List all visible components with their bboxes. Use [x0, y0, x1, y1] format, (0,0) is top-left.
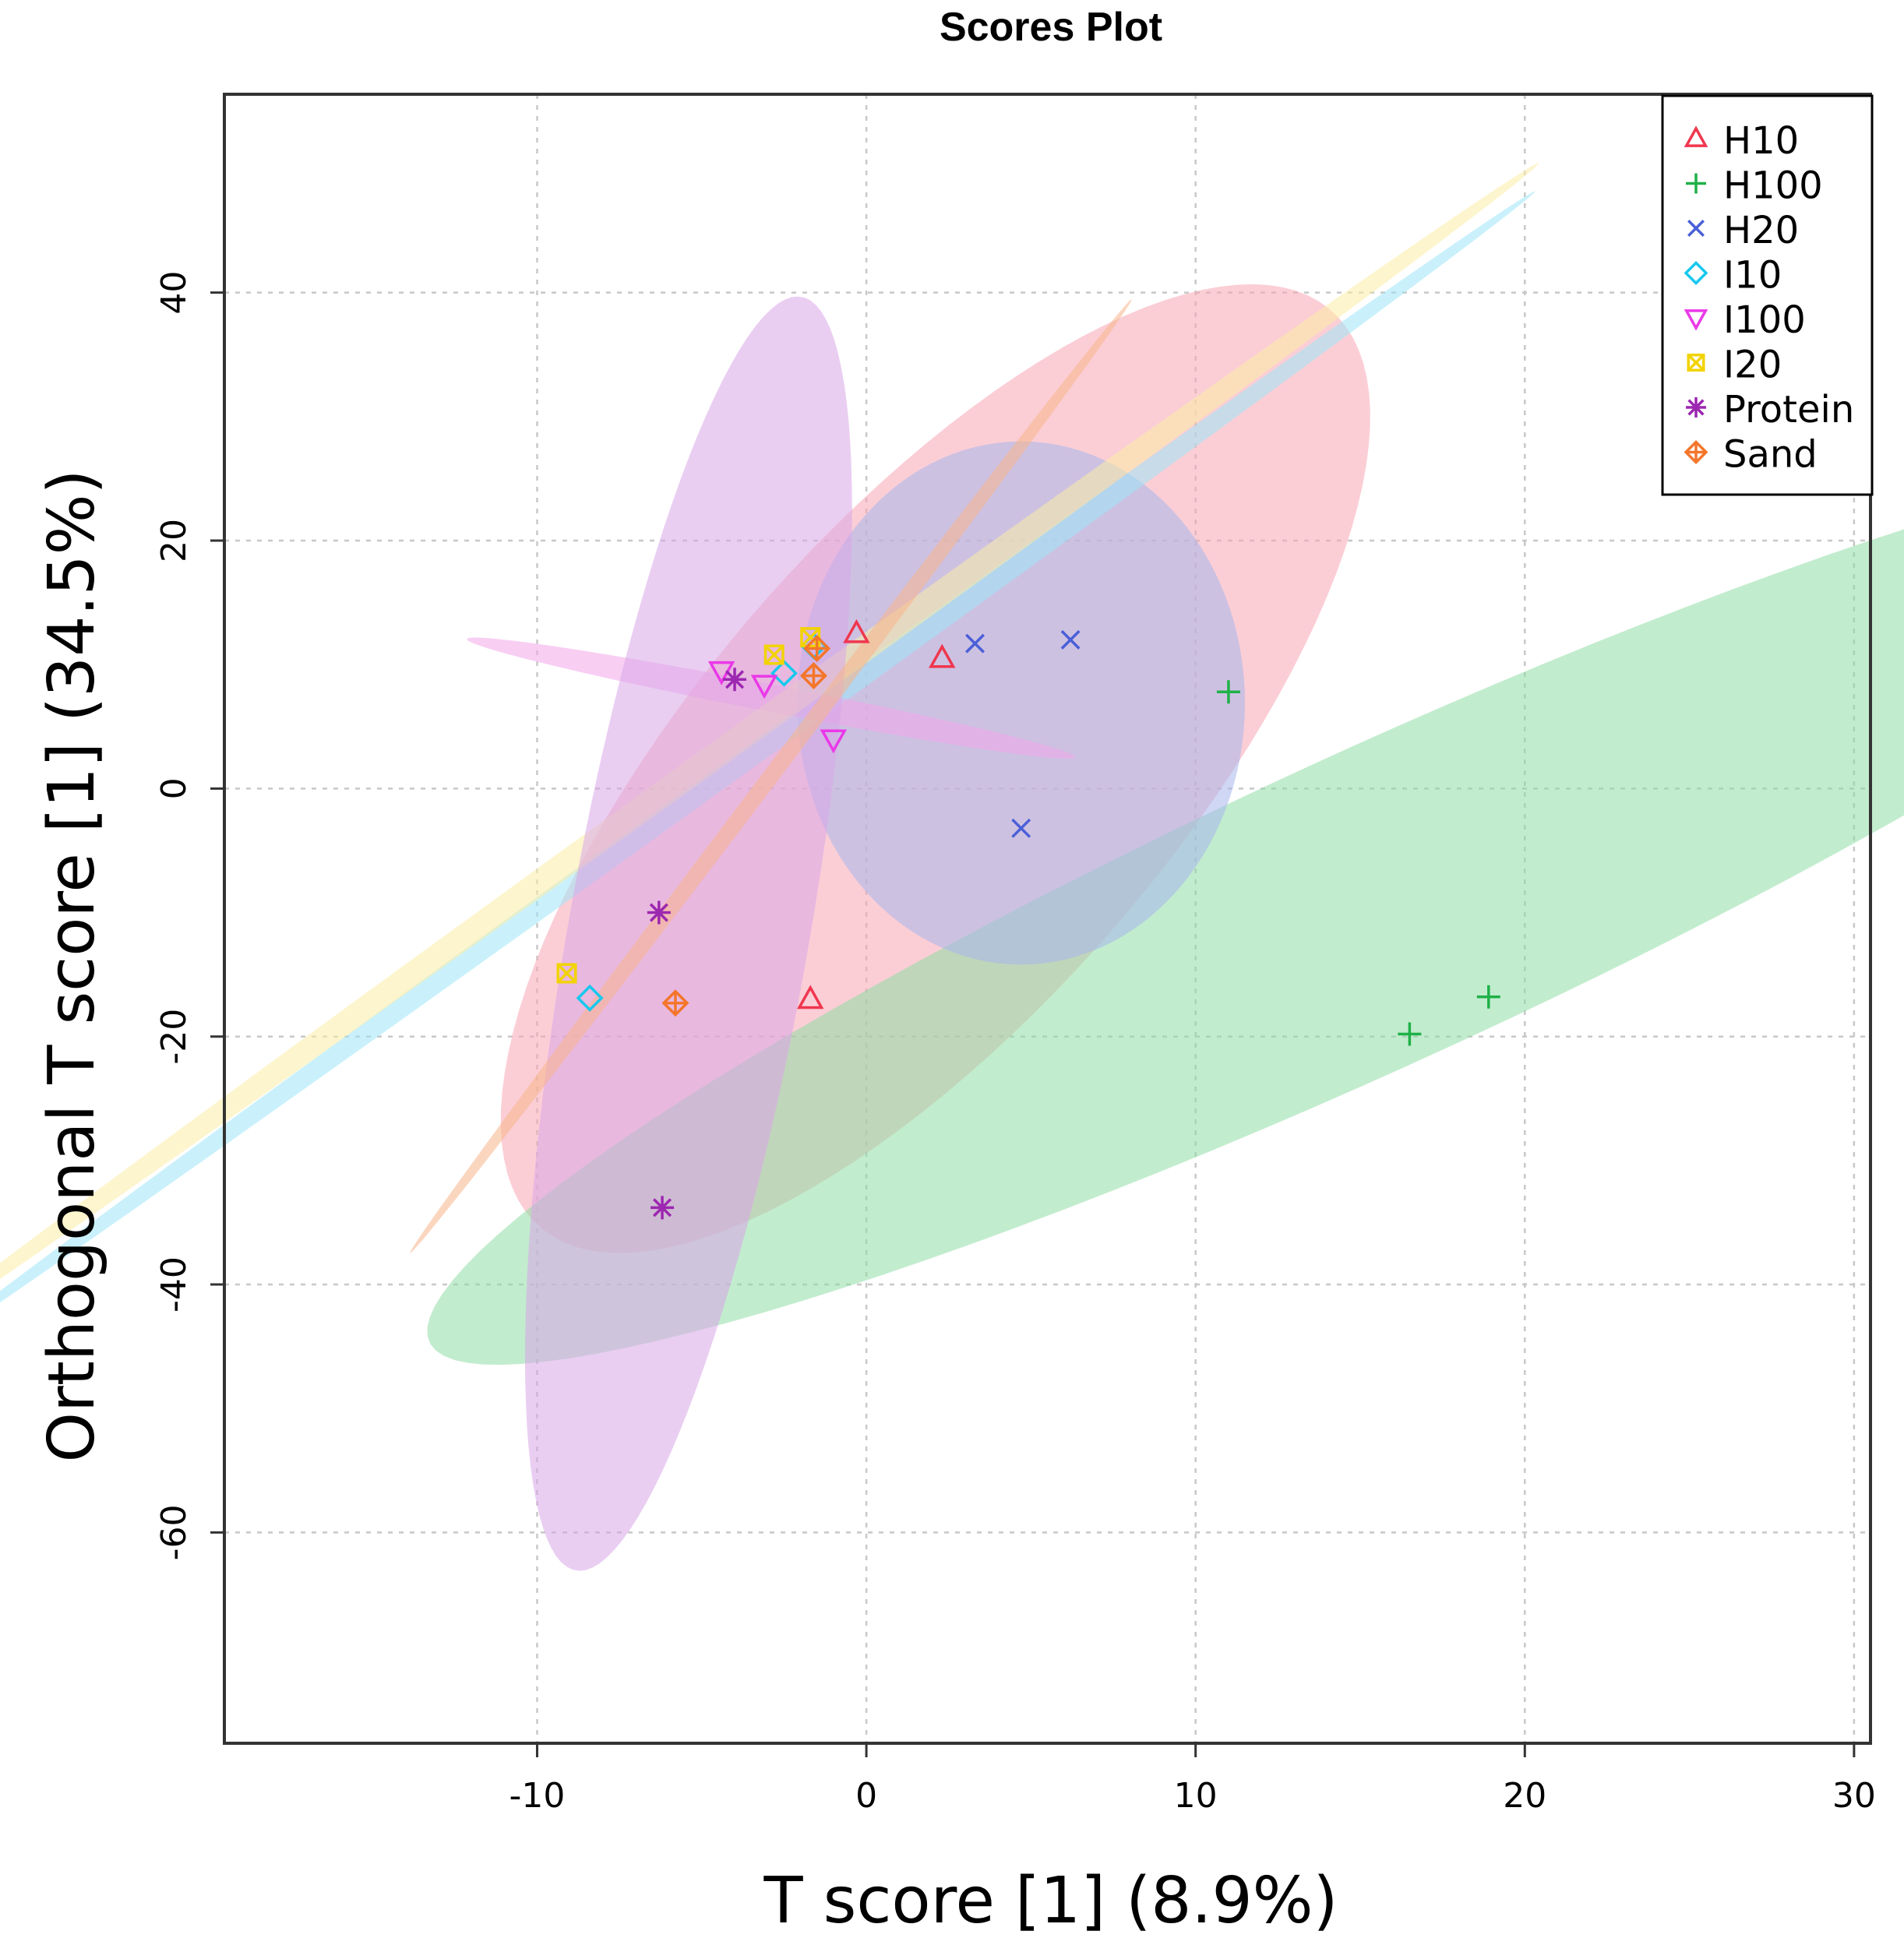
series-protein	[647, 668, 747, 1220]
data-point-h100	[1476, 985, 1500, 1009]
data-point-i10	[770, 659, 798, 687]
data-point-sand	[799, 662, 827, 689]
y-tick-label: -60	[154, 1504, 194, 1560]
confidence-ellipse-h100	[427, 529, 1904, 1365]
data-point-protein	[651, 1196, 675, 1220]
legend-label-sand: Sand	[1723, 433, 1818, 477]
data-point-h20	[965, 633, 985, 654]
legend-marker-h20	[1687, 220, 1705, 237]
legend-label-protein: Protein	[1723, 388, 1854, 432]
confidence-ellipse-h20	[797, 441, 1246, 965]
data-point-protein	[723, 668, 747, 692]
series-h100	[1216, 680, 1500, 1046]
series-h20	[965, 629, 1081, 838]
legend-marker-i100	[1684, 309, 1708, 331]
ellipse-layer	[0, 163, 1904, 1571]
legend-label-i20: I20	[1723, 344, 1782, 387]
data-point-h10	[796, 985, 824, 1009]
legend-marker-i10	[1684, 261, 1708, 285]
y-tick-label: -20	[154, 1009, 194, 1065]
series-h10	[796, 618, 956, 1009]
legend-marker-h10	[1684, 125, 1708, 147]
point-layer	[556, 618, 1500, 1220]
data-point-i10	[576, 984, 604, 1012]
legend-box	[1661, 94, 1874, 496]
series-sand	[661, 635, 831, 1017]
x-tick-label: 30	[1832, 1776, 1876, 1816]
plot-frame	[223, 93, 1872, 1745]
legend-label-i100: I100	[1723, 298, 1806, 342]
data-point-i100	[820, 729, 848, 754]
y-tick-label: -40	[154, 1256, 194, 1313]
data-point-h100	[1216, 680, 1240, 704]
data-point-i20	[556, 963, 577, 984]
data-point-protein	[647, 900, 671, 925]
y-tick-label: 20	[154, 519, 194, 562]
legend-label-h20: H20	[1723, 209, 1799, 252]
data-point-h10	[929, 643, 956, 668]
x-tick-label: 20	[1503, 1776, 1546, 1816]
x-tick-label: 0	[855, 1776, 877, 1816]
confidence-ellipse-sand	[410, 299, 1132, 1253]
data-point-h20	[1011, 818, 1031, 838]
data-point-sand	[661, 989, 689, 1017]
data-point-i20	[763, 644, 785, 665]
legend-label-h100: H100	[1723, 164, 1823, 208]
y-tick-label: 0	[154, 777, 194, 799]
x-axis-label: T score [1] (8.9%)	[763, 1864, 1338, 1938]
data-point-i100	[750, 675, 778, 699]
legend-label-i10: I10	[1723, 254, 1782, 298]
axis-layer: -10 0 10 20 30 -60 -40 -20 0 20 40	[154, 271, 1876, 1816]
legend-label-h10: H10	[1723, 119, 1799, 163]
y-tick-label: 40	[154, 271, 194, 315]
y-axis-label: Orthogonal T score [1] (34.5%)	[35, 469, 109, 1462]
data-point-h10	[843, 618, 870, 643]
chart-title: Scores Plot	[940, 5, 1162, 50]
x-tick-label: 10	[1174, 1776, 1218, 1816]
data-point-sand	[803, 635, 831, 662]
data-point-h100	[1398, 1022, 1422, 1046]
x-tick-label: -10	[509, 1776, 566, 1816]
legend-marker-h100	[1686, 173, 1706, 194]
legend-marker-protein	[1686, 397, 1706, 418]
legend-marker-sand	[1684, 440, 1708, 464]
confidence-ellipse-protein	[524, 296, 852, 1571]
legend-marker-i20	[1687, 354, 1705, 372]
data-point-h20	[1060, 629, 1081, 650]
series-i20	[556, 627, 821, 984]
